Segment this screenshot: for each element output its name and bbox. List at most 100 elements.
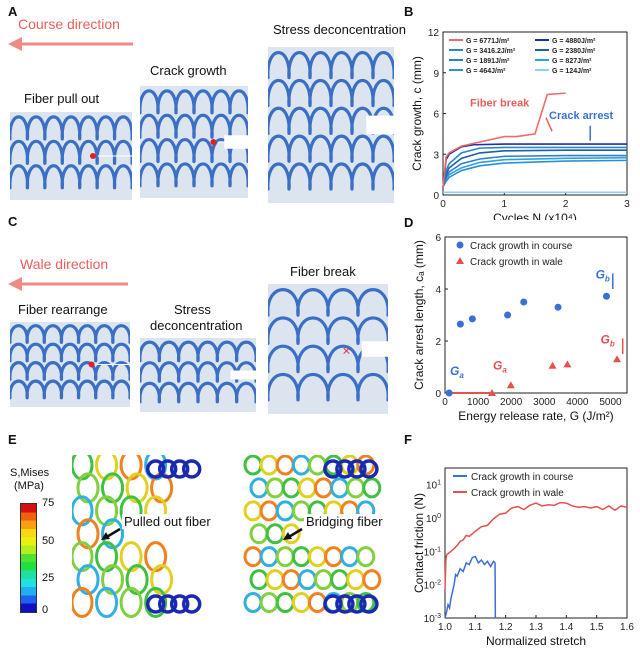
wale-point [563, 360, 572, 368]
yarn-loop [340, 546, 360, 568]
annotation-wale-gb: Gb [601, 333, 615, 349]
chart-contact-friction: 1.0 1.1 1.2 1.3 1.4 1.5 1.6 Normalized stretch C… [412, 467, 634, 648]
yarn-loop-row [10, 140, 132, 165]
yarn-loop [291, 546, 311, 568]
yarn-loop [144, 587, 168, 618]
yarn-loop [265, 477, 285, 499]
arrow-fiber-break [545, 117, 553, 132]
y-axis-label: Crack growth, c (mm) [410, 56, 424, 171]
legend-label: G = 3416.2J/m² [466, 48, 516, 55]
wale-direction-label: Wale direction [20, 256, 109, 272]
annotation-bridging-fiber: Bridging fiber [304, 514, 385, 529]
yarn-loop [313, 569, 333, 591]
caption-fiber-pull-out: Fiber pull out [24, 91, 100, 106]
y-axis-label: Contact friction (N) [412, 493, 426, 593]
annotation-pulled-out-fiber: Pulled out fiber [122, 514, 213, 529]
x-tick-label: 1.1 [468, 622, 482, 633]
course-point [456, 320, 464, 328]
yarn-loop [362, 477, 382, 499]
yarn-loop [281, 523, 301, 545]
yarn-loop [275, 592, 295, 613]
y-tick-label: 6 [433, 110, 439, 121]
legend-label-wale: Crack growth in wale [470, 257, 563, 268]
yarn-loop-row [140, 381, 256, 404]
crack-tip [210, 139, 217, 145]
loop-bottom [347, 594, 367, 614]
fabric-fiber-pull-out [10, 112, 132, 200]
crack-tip [89, 153, 96, 159]
course-point [445, 389, 453, 397]
yarn-loop [243, 500, 263, 522]
fabric-fiber-rearrange [10, 322, 130, 407]
x-tick-label: 4000 [566, 397, 589, 408]
yarn-loop [265, 569, 285, 591]
yarn-loop [297, 569, 317, 591]
y-tick-label: 3 [433, 150, 439, 161]
yarn-loop [362, 569, 382, 591]
yarn-loop-row [140, 340, 256, 363]
course-point [504, 311, 512, 319]
yarn-loop-row [268, 316, 388, 345]
yarn-loop [330, 477, 350, 499]
x-axis-label: Cycles N (x10⁴) [493, 211, 577, 220]
crack-notch [230, 370, 256, 380]
loop-bottom [359, 594, 379, 614]
loop-top [347, 459, 367, 479]
colorbar-title: S,Mises [10, 467, 50, 479]
colorbar-tick-75: 75 [42, 497, 55, 509]
yarn-loop [275, 546, 295, 568]
yarn-loop-row [10, 115, 132, 141]
yarn-loop [275, 500, 295, 522]
crack-notch [366, 115, 394, 135]
legend-label: Crack growth in course [471, 472, 574, 483]
loop-bottom [145, 594, 166, 614]
x-tick-label: 2 [563, 199, 569, 210]
legend-label: G = 6771J/m² [466, 38, 510, 45]
wale-direction-arrow [8, 277, 128, 291]
x-tick-label: 1.6 [620, 622, 634, 633]
course-point [520, 298, 528, 306]
stress-colorbar [20, 503, 37, 613]
legend-marker-wale [456, 257, 464, 264]
loop-bottom [335, 594, 355, 614]
loop-top [169, 459, 190, 479]
legend-label: G = 124J/m² [552, 68, 592, 75]
yarn-loop [330, 569, 350, 591]
yarn-loop [346, 569, 366, 591]
yarn-loop [313, 477, 333, 499]
loop-bottom [169, 594, 190, 614]
legend-label: G = 4880J/m² [552, 38, 596, 45]
yarn-loop [307, 592, 327, 613]
legend-marker-course [456, 241, 464, 249]
yarn-loop [95, 587, 119, 618]
colorbar-tick-50: 50 [42, 535, 55, 547]
fabric-stress-deconcentration-wale [140, 338, 256, 412]
x-tick-label: 3 [624, 199, 630, 210]
yarn-loop [265, 523, 285, 545]
yarn-loop [281, 477, 301, 499]
yarn-loop [291, 592, 311, 613]
loop-bottom [181, 594, 202, 614]
x-tick-label: 0 [442, 397, 448, 408]
wale-point [548, 361, 557, 369]
x-tick-label: 1.0 [438, 622, 452, 633]
y-tick-label: 6 [435, 233, 441, 244]
course-point [554, 303, 562, 311]
yarn-loop [291, 455, 311, 476]
legend-label: G = 2380J/m² [552, 48, 596, 55]
series-line [442, 154, 627, 188]
y-tick-label: 9 [433, 69, 439, 80]
arrow-pulled-out [101, 527, 121, 540]
yarn-loop-row [10, 361, 130, 381]
panel-label-e: E [8, 432, 17, 447]
yarn-loop-row [10, 324, 130, 344]
y-axis-label: Crack arrest length, cₐ (mm) [412, 240, 426, 390]
crack-tip [88, 361, 95, 368]
loop-bottom [157, 594, 178, 614]
course-direction-label: Course direction [18, 16, 120, 32]
x-tick-label: 1 [502, 199, 508, 210]
yarn-loop [259, 500, 279, 522]
series-line [442, 92, 566, 189]
caption-stress-deconcentration: Stress deconcentration [273, 22, 406, 37]
annotation-course-gb: Gb [596, 268, 610, 284]
